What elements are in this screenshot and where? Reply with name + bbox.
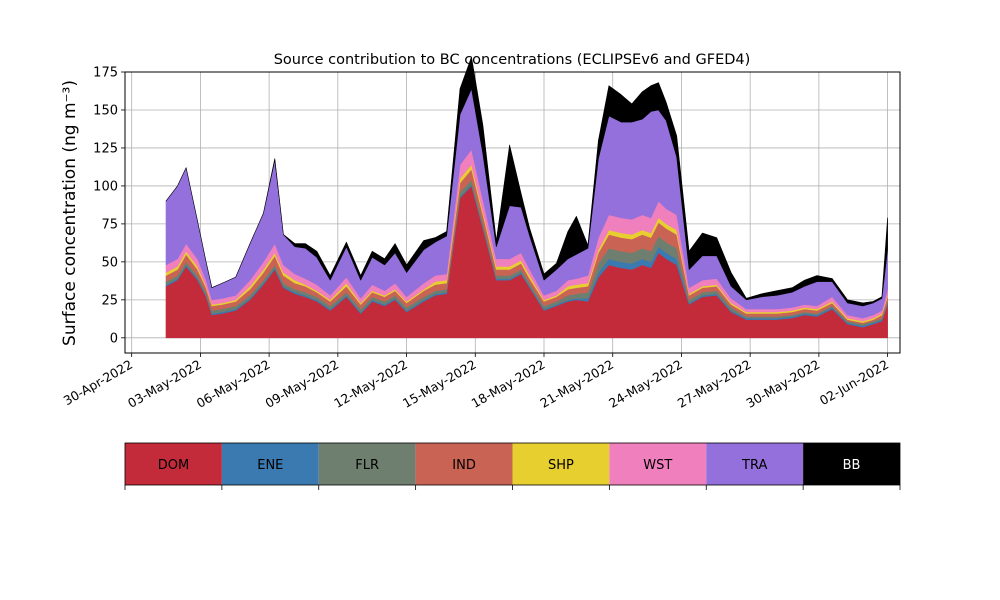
x-tick-label: 30-Apr-2022 — [61, 357, 135, 409]
legend-swatch-dom — [125, 443, 222, 485]
legend-label-flr: FLR — [355, 458, 379, 473]
y-axis-label: Surface concentration (ng m⁻³) — [60, 80, 80, 346]
x-tick-label: 12-May-2022 — [331, 357, 410, 411]
x-tick-label: 18-May-2022 — [469, 357, 548, 411]
x-tick-label: 02-Jun-2022 — [817, 357, 891, 408]
legend-label-shp: SHP — [548, 458, 574, 473]
y-tick-label: 50 — [101, 255, 118, 270]
plot-frame — [124, 71, 901, 354]
y-tick-label: 150 — [93, 103, 118, 118]
y-tick-label: 125 — [93, 141, 118, 156]
stacked-areas — [165, 56, 888, 339]
x-tick-label: 03-May-2022 — [125, 357, 204, 411]
y-tick-label: 25 — [101, 293, 118, 308]
x-tick-label: 06-May-2022 — [194, 357, 273, 411]
legend-swatch-shp — [512, 443, 610, 485]
x-tick-label: 30-May-2022 — [744, 357, 823, 411]
x-tick-label: 21-May-2022 — [537, 357, 616, 411]
y-tick-label: 100 — [93, 179, 118, 194]
legend-label-dom: DOM — [158, 458, 189, 473]
area-series-bb — [165, 56, 888, 307]
legend-swatch-ind — [415, 443, 513, 485]
x-tick-label: 15-May-2022 — [400, 357, 479, 411]
legend: DOM ENE FLR IND SHP WST TRA BB — [124, 442, 901, 490]
legend-label-tra: TRA — [741, 458, 767, 473]
legend-swatch-ene — [221, 443, 319, 485]
x-tick-label: 09-May-2022 — [262, 357, 341, 411]
legend-swatch-tra — [706, 443, 804, 485]
legend-swatch-bb — [803, 443, 900, 485]
legend-label-ene: ENE — [257, 458, 283, 473]
y-tick-label: 175 — [93, 66, 118, 81]
y-tick-label: 0 — [110, 331, 118, 346]
legend-swatch-flr — [318, 443, 416, 485]
chart-title: Source contribution to BC concentrations… — [274, 52, 751, 68]
y-tick-label: 75 — [101, 217, 118, 232]
y-axis: 0 25 50 75 100 125 150 175 — [93, 66, 125, 346]
legend-label-bb: BB — [843, 458, 861, 473]
legend-label-wst: WST — [643, 458, 672, 473]
x-tick-label: 27-May-2022 — [675, 357, 754, 411]
legend-label-ind: IND — [452, 458, 476, 473]
x-tick-label: 24-May-2022 — [606, 357, 685, 411]
legend-swatch-wst — [609, 443, 707, 485]
x-axis: 30-Apr-202203-May-202206-May-202209-May-… — [61, 353, 891, 411]
